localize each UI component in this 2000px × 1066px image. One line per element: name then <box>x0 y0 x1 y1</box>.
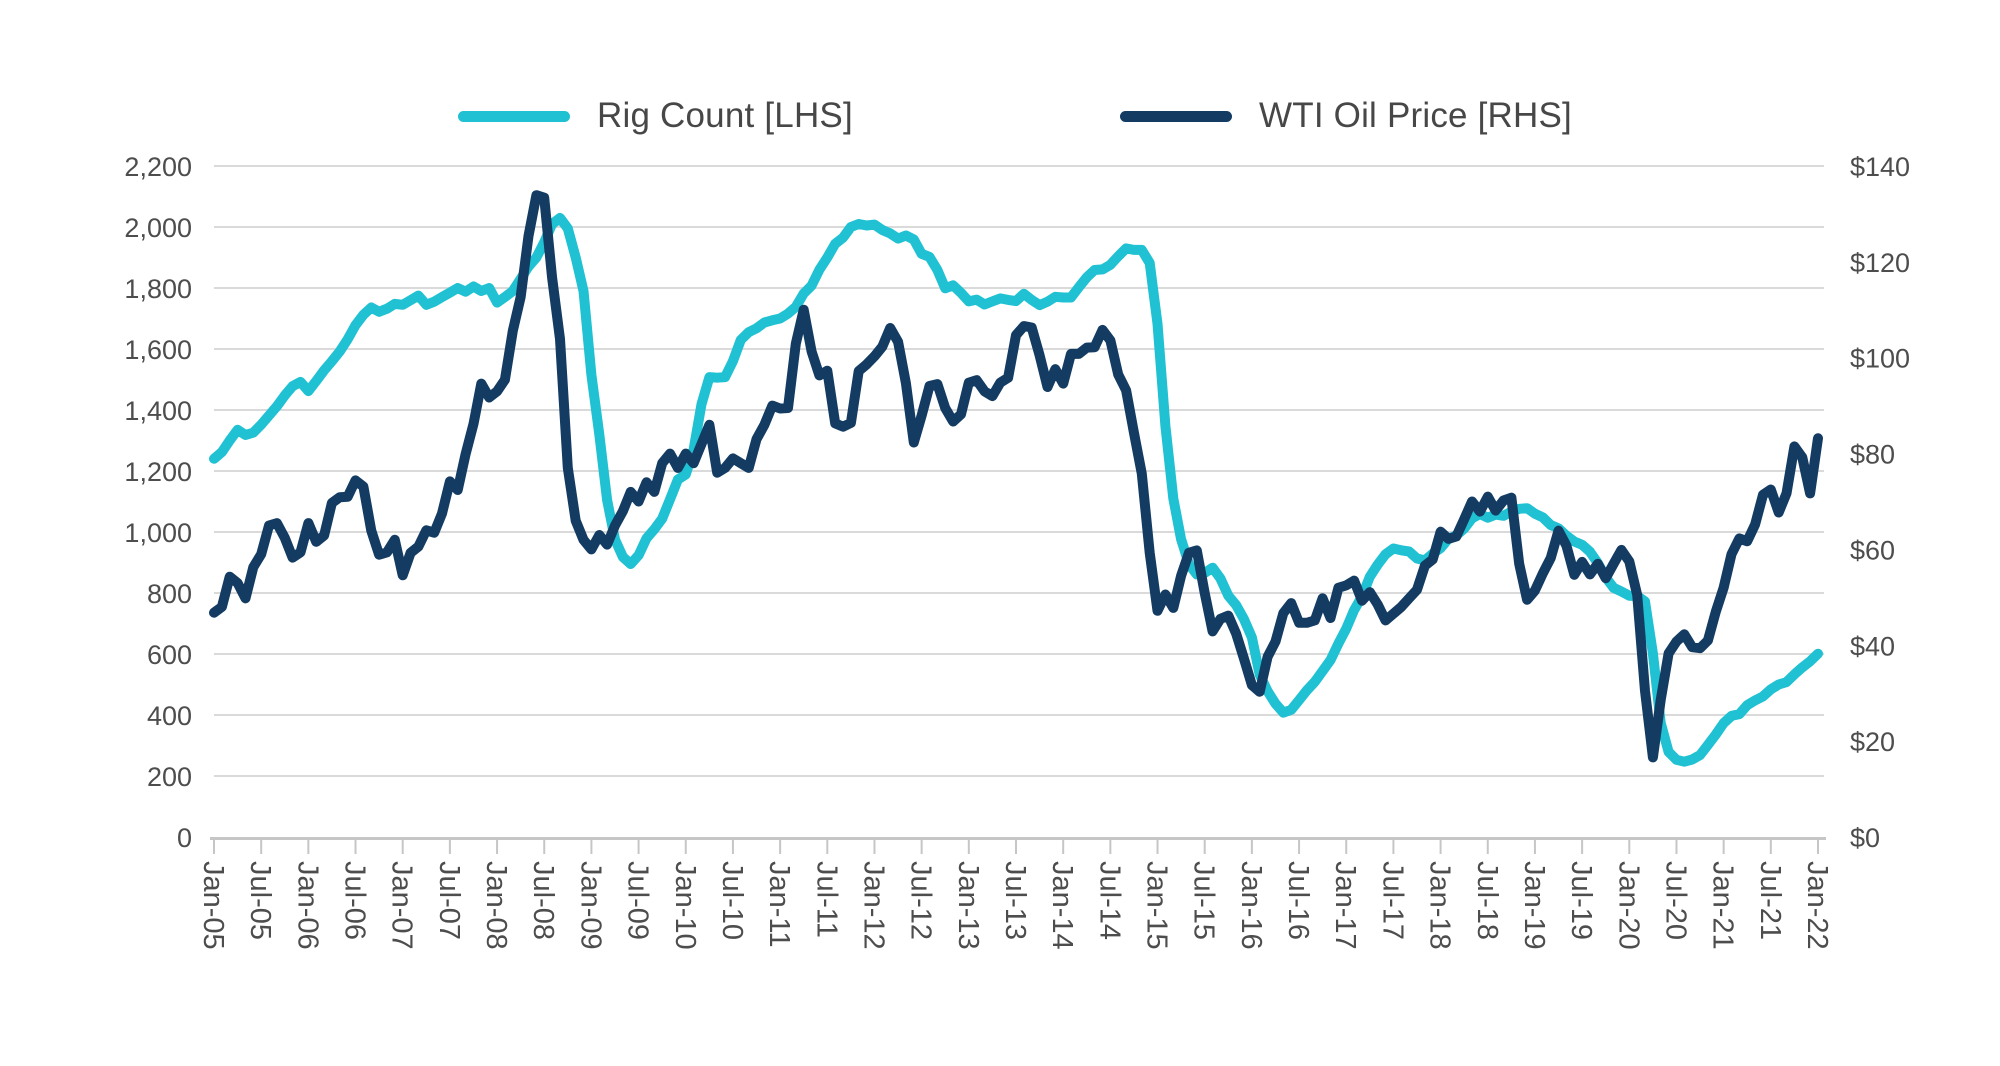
left-axis-label: 1,600 <box>124 335 192 365</box>
x-axis-label: Jul-18 <box>1471 861 1503 940</box>
x-axis-label: Jul-17 <box>1376 861 1408 940</box>
x-axis-label: Jan-16 <box>1235 861 1267 950</box>
rig-count-line <box>209 212 1823 767</box>
x-axis-label: Jan-11 <box>763 861 795 948</box>
left-axis-label: 1,200 <box>124 457 192 487</box>
left-axis-label: 800 <box>147 579 192 609</box>
x-axis-label: Jan-13 <box>952 861 984 950</box>
right-axis-label: $0 <box>1850 823 1880 853</box>
x-axis-label: Jan-07 <box>386 861 418 950</box>
x-axis-label: Jan-10 <box>669 861 701 950</box>
legend-label-rig-count: Rig Count [LHS] <box>597 96 853 135</box>
x-axis-label: Jul-16 <box>1282 861 1314 940</box>
right-axis-label: $100 <box>1850 344 1910 374</box>
x-axis-label: Jul-19 <box>1565 861 1597 940</box>
x-axis-label: Jul-21 <box>1754 861 1786 940</box>
x-axis-label: Jan-20 <box>1612 861 1644 950</box>
x-axis-label: Jul-09 <box>622 861 654 940</box>
x-axis-label: Jul-10 <box>716 861 748 940</box>
x-axis-label: Jul-20 <box>1660 861 1692 940</box>
left-axis-label: 400 <box>147 701 192 731</box>
x-axis-label: Jan-15 <box>1141 861 1173 950</box>
right-axis-label: $140 <box>1850 152 1910 182</box>
x-axis-label: Jan-22 <box>1801 861 1833 950</box>
x-axis-label: Jul-07 <box>433 861 465 940</box>
left-axis-label: 1,400 <box>124 396 192 426</box>
x-axis-label: Jul-13 <box>999 861 1031 940</box>
left-axis-label: 2,000 <box>124 213 192 243</box>
left-axis-label: 200 <box>147 762 192 792</box>
x-axis-label: Jan-21 <box>1707 861 1739 950</box>
legend-item-wti-oil-price: WTI Oil Price [RHS] <box>1120 96 1572 136</box>
x-axis-label: Jul-14 <box>1093 861 1125 940</box>
x-axis-label: Jul-08 <box>527 861 559 940</box>
legend-item-rig-count: Rig Count [LHS] <box>458 96 853 136</box>
x-axis-label: Jan-12 <box>858 861 890 950</box>
x-axis-label: Jan-06 <box>291 861 323 950</box>
x-axis-label: Jan-14 <box>1046 861 1078 950</box>
x-axis-label: Jan-18 <box>1424 861 1456 950</box>
x-axis-label: Jul-05 <box>244 861 276 940</box>
x-axis-label: Jul-11 <box>810 861 842 938</box>
left-axis-label: 1,800 <box>124 274 192 304</box>
left-axis-label: 600 <box>147 640 192 670</box>
legend-swatch-wti-oil-price <box>1120 110 1232 122</box>
x-axis-label: Jan-19 <box>1518 861 1550 950</box>
right-axis-label: $60 <box>1850 535 1895 565</box>
x-axis-label: Jan-08 <box>480 861 512 950</box>
x-axis-label: Jul-15 <box>1188 861 1220 940</box>
right-axis-label: $20 <box>1850 727 1895 757</box>
right-axis-label: $40 <box>1850 631 1895 661</box>
x-axis-label: Jan-09 <box>574 861 606 950</box>
right-axis-label: $80 <box>1850 440 1895 470</box>
left-axis-label: 1,000 <box>124 518 192 548</box>
right-axis-label: $120 <box>1850 248 1910 278</box>
left-axis-label: 0 <box>177 823 192 853</box>
x-axis-label: Jul-06 <box>339 861 371 940</box>
x-axis-label: Jan-05 <box>197 861 229 950</box>
legend-label-wti-oil-price: WTI Oil Price [RHS] <box>1259 96 1572 135</box>
left-axis-label: 2,200 <box>124 152 192 182</box>
x-axis-label: Jul-12 <box>905 861 937 940</box>
legend-swatch-rig-count <box>458 110 570 122</box>
x-axis-label: Jan-17 <box>1329 861 1361 950</box>
wti-oil-price-line <box>209 190 1823 763</box>
